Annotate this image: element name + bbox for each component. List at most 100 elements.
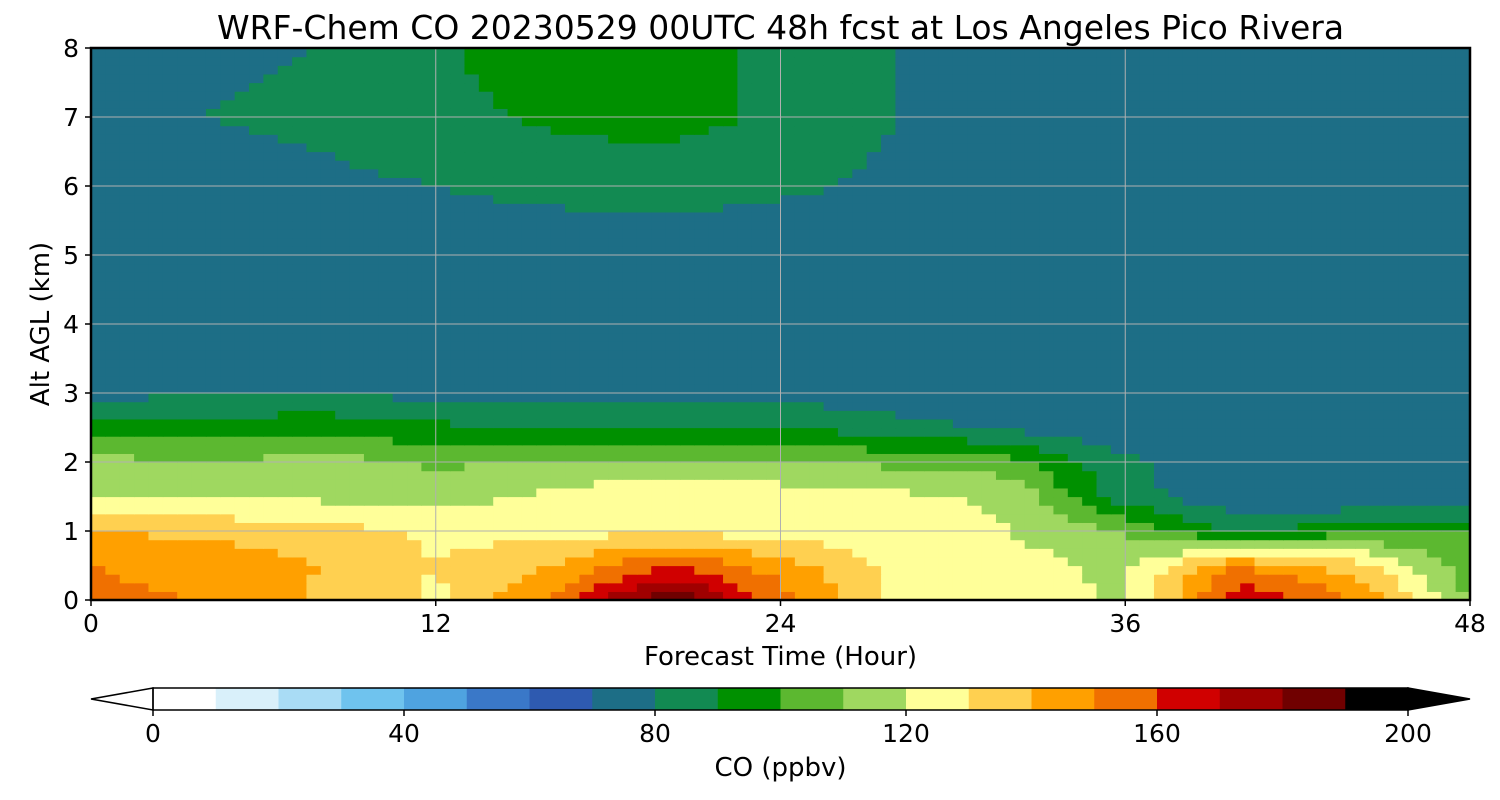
heatmap-cell xyxy=(881,349,897,360)
heatmap-cell xyxy=(1211,556,1227,567)
heatmap-cell xyxy=(837,246,853,256)
heatmap-cell xyxy=(1197,565,1213,575)
heatmap-cell xyxy=(1398,168,1414,178)
heatmap-cell xyxy=(536,410,552,420)
heatmap-cell xyxy=(493,513,509,523)
heatmap-cell xyxy=(119,272,135,282)
heatmap-cell xyxy=(708,220,724,230)
heatmap-cell xyxy=(1110,401,1126,411)
heatmap-cell xyxy=(565,479,580,489)
heatmap-cell xyxy=(895,436,911,446)
heatmap-cell xyxy=(464,186,480,196)
heatmap-cell xyxy=(608,393,624,403)
heatmap-cell xyxy=(134,410,150,420)
heatmap-cell xyxy=(263,220,279,230)
heatmap-cell xyxy=(1139,324,1155,334)
heatmap-cell xyxy=(938,211,954,222)
heatmap-cell xyxy=(895,237,911,247)
heatmap-cell xyxy=(277,505,293,515)
heatmap-cell xyxy=(134,280,150,291)
heatmap-cell xyxy=(694,358,710,368)
heatmap-cell xyxy=(191,367,207,377)
heatmap-cell xyxy=(1039,255,1055,265)
heatmap-cell xyxy=(995,177,1011,187)
heatmap-cell xyxy=(608,367,624,377)
heatmap-cell xyxy=(1268,582,1284,592)
heatmap-cell xyxy=(478,324,494,334)
heatmap-cell xyxy=(622,487,638,498)
heatmap-cell xyxy=(349,255,365,265)
heatmap-cell xyxy=(191,272,207,282)
heatmap-cell xyxy=(320,324,336,334)
heatmap-cell xyxy=(636,470,652,480)
heatmap-cell xyxy=(1426,470,1442,480)
heatmap-cell xyxy=(1067,591,1083,600)
heatmap-cell xyxy=(1082,574,1098,584)
heatmap-cell xyxy=(435,280,451,291)
heatmap-cell xyxy=(91,444,106,454)
heatmap-cell xyxy=(1197,315,1213,325)
heatmap-cell xyxy=(924,496,940,506)
heatmap-cell xyxy=(665,177,681,187)
heatmap-cell xyxy=(967,203,983,213)
heatmap-cell xyxy=(450,211,466,222)
heatmap-cell xyxy=(205,410,221,420)
heatmap-cell xyxy=(1268,255,1284,265)
heatmap-cell xyxy=(177,505,193,515)
heatmap-cell xyxy=(708,151,724,161)
heatmap-cell xyxy=(708,341,724,351)
heatmap-cell xyxy=(809,246,825,256)
heatmap-cell xyxy=(751,548,767,558)
heatmap-cell xyxy=(1355,203,1371,213)
heatmap-cell xyxy=(952,410,968,420)
heatmap-cell xyxy=(349,522,365,532)
heatmap-cell xyxy=(1225,436,1241,446)
heatmap-cell xyxy=(665,315,681,325)
heatmap-cell xyxy=(1283,246,1299,256)
heatmap-cell xyxy=(766,237,782,247)
heatmap-cell xyxy=(1426,237,1442,247)
heatmap-cell xyxy=(924,255,940,265)
heatmap-cell xyxy=(1182,315,1198,325)
heatmap-cell xyxy=(134,298,150,308)
heatmap-cell xyxy=(794,539,810,549)
heatmap-cell xyxy=(1182,177,1198,187)
heatmap-cell xyxy=(1197,263,1213,273)
heatmap-cell xyxy=(1340,548,1356,558)
heatmap-cell xyxy=(292,194,308,204)
heatmap-cell xyxy=(938,306,954,316)
heatmap-cell xyxy=(1110,487,1126,498)
heatmap-cell xyxy=(780,453,796,463)
heatmap-cell xyxy=(766,358,782,368)
heatmap-cell xyxy=(622,160,638,170)
heatmap-cell xyxy=(1125,548,1141,558)
heatmap-cell xyxy=(162,160,178,170)
heatmap-cell xyxy=(837,393,853,403)
heatmap-cell xyxy=(809,229,825,239)
heatmap-cell xyxy=(593,513,609,523)
heatmap-cell xyxy=(349,436,365,446)
heatmap-cell xyxy=(1082,263,1098,273)
heatmap-cell xyxy=(1412,539,1428,549)
heatmap-cell xyxy=(766,393,782,403)
heatmap-cell xyxy=(234,280,250,291)
heatmap-cell xyxy=(981,565,997,575)
heatmap-cell xyxy=(866,367,882,377)
heatmap-cell xyxy=(263,177,279,187)
heatmap-cell xyxy=(967,298,983,308)
heatmap-cell xyxy=(1067,418,1083,429)
heatmap-cell xyxy=(162,444,178,454)
heatmap-cell xyxy=(952,211,968,222)
heatmap-cell xyxy=(837,263,853,273)
heatmap-cell xyxy=(1110,263,1126,273)
heatmap-cell xyxy=(766,211,782,222)
heatmap-cell xyxy=(837,186,853,196)
heatmap-cell xyxy=(277,513,293,523)
heatmap-cell xyxy=(1225,237,1241,247)
heatmap-cell xyxy=(866,436,882,446)
heatmap-cell xyxy=(1383,470,1399,480)
heatmap-cell xyxy=(1139,211,1155,222)
heatmap-cell xyxy=(1168,160,1184,170)
heatmap-cell xyxy=(1225,453,1241,463)
heatmap-cell xyxy=(1383,418,1399,429)
